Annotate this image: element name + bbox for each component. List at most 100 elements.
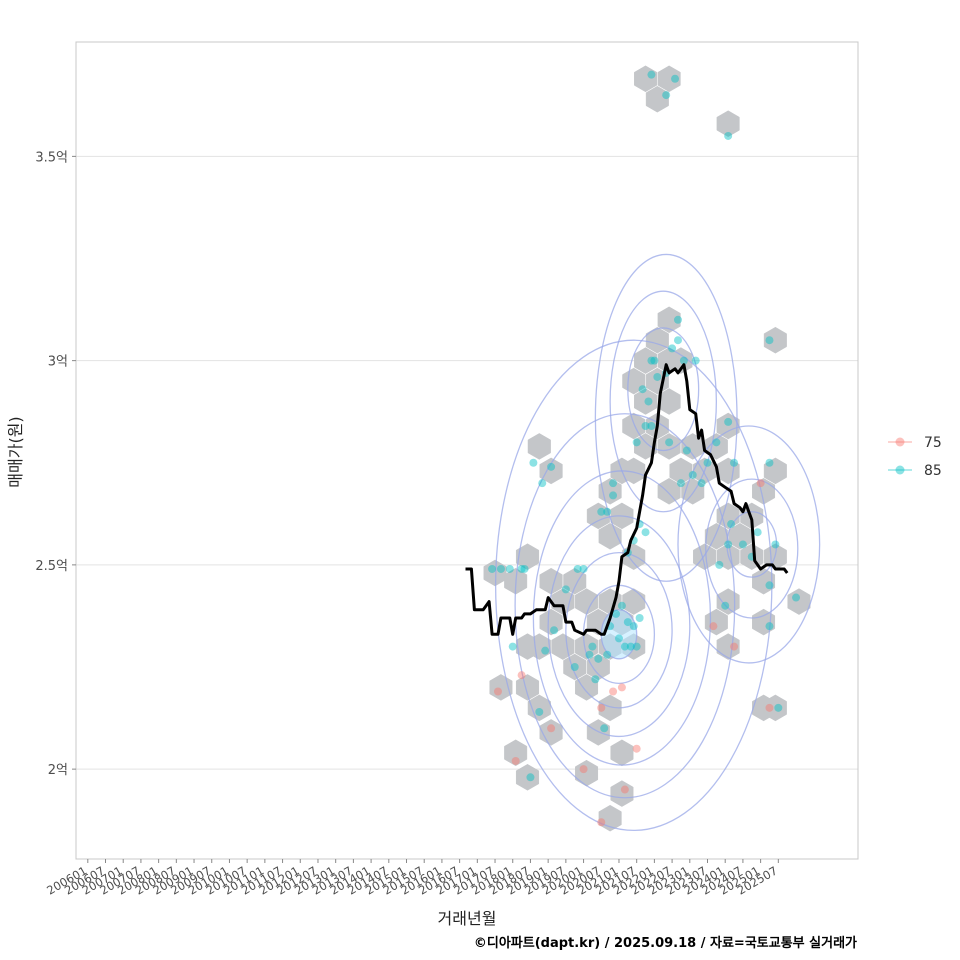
point-series-85	[588, 642, 597, 651]
point-series-75	[547, 724, 556, 733]
hexbin-cell	[634, 65, 658, 93]
hexbin-cell	[515, 674, 540, 701]
point-series-75	[617, 683, 626, 692]
hexbin-cell	[787, 588, 811, 615]
point-series-85	[538, 479, 547, 488]
hexbin-cell	[752, 567, 776, 595]
point-series-85	[626, 642, 635, 651]
hexbin-cell	[657, 478, 681, 505]
point-series-75	[597, 818, 606, 827]
point-series-85	[529, 458, 538, 467]
point-series-85	[561, 585, 570, 594]
point-series-85	[730, 458, 739, 467]
legend-key-marker	[895, 465, 905, 475]
density-contour	[677, 425, 821, 664]
hexbin-cell	[586, 653, 610, 681]
point-series-85	[508, 642, 517, 651]
point-series-85	[676, 479, 685, 488]
point-series-85	[496, 564, 505, 573]
density-contour	[494, 339, 773, 832]
plot-panel-border	[75, 41, 859, 860]
hexbin-cell	[539, 608, 563, 636]
moving-average-path	[465, 363, 789, 636]
point-series-85	[662, 91, 671, 100]
density-contour	[705, 478, 799, 619]
point-series-85	[644, 397, 653, 406]
hexbin-cell	[504, 739, 528, 767]
hexbin-cell	[515, 543, 540, 570]
point-series-85	[600, 724, 609, 733]
moving-average-line	[465, 363, 789, 636]
y-axis-title: 매매가(원)	[6, 416, 25, 487]
hexbin-cell	[657, 306, 681, 334]
point-series-85	[526, 773, 535, 782]
hexbin-cell	[634, 433, 658, 460]
hexbin-cell	[645, 326, 669, 354]
point-series-85	[585, 650, 594, 659]
hexbin-cell	[598, 523, 622, 550]
y-tick-label: 3.5억	[35, 150, 68, 165]
point-series-85	[517, 564, 526, 573]
point-series-85	[668, 344, 677, 353]
point-series-85	[623, 618, 632, 627]
y-axis: 2억 2.5억 3억 3.5억	[35, 150, 76, 778]
point-series-85	[721, 601, 730, 610]
legend-label: 85	[924, 463, 942, 479]
point-series-85	[673, 336, 682, 345]
point-series-75	[620, 785, 629, 794]
hexbin-cell	[669, 457, 693, 485]
point-series-85	[724, 540, 733, 549]
point-series-75	[765, 703, 774, 712]
point-series-85	[647, 421, 656, 430]
hexbin-cell	[575, 674, 599, 701]
point-series-85	[682, 446, 691, 455]
point-series-85	[673, 315, 682, 324]
point-series-75	[511, 756, 520, 765]
point-series-85	[765, 581, 774, 590]
point-series-85	[765, 622, 774, 631]
point-series-85	[629, 622, 638, 631]
point-series-85	[573, 564, 582, 573]
legend-item-85: 85	[888, 463, 942, 479]
density-contour	[594, 253, 738, 582]
point-series-85	[765, 458, 774, 467]
point-series-85	[550, 626, 559, 635]
legend: 75 85	[888, 435, 942, 479]
point-series-85	[691, 356, 700, 365]
point-series-85	[753, 528, 762, 537]
hexbin-cell	[527, 433, 551, 460]
density-contour	[547, 515, 691, 738]
point-series-85	[609, 479, 618, 488]
point-series-85	[609, 491, 618, 500]
point-series-85	[520, 564, 529, 573]
point-series-85	[632, 438, 641, 447]
point-series-85	[570, 663, 579, 672]
source-caption: ©디아파트(dapt.kr) / 2025.09.18 / 자료=국토교통부 실…	[474, 935, 857, 951]
hexbin-cell	[575, 633, 599, 660]
hexbin-cell	[763, 457, 787, 485]
point-series-75	[517, 671, 526, 680]
density-contour	[514, 413, 736, 799]
point-series-85	[697, 479, 706, 488]
hexbin-cell	[610, 739, 634, 767]
y-tick-label: 2.5억	[35, 559, 68, 574]
density-contour	[726, 511, 778, 578]
hexbin-cell	[716, 633, 740, 660]
y-tick-label: 2억	[48, 763, 68, 778]
hexbin-cell	[634, 388, 658, 415]
point-series-85	[671, 74, 680, 83]
point-series-85	[641, 528, 650, 537]
point-series-85	[703, 458, 712, 467]
point-series-85	[597, 507, 606, 516]
hexbin-cell	[763, 326, 787, 354]
point-series-85	[505, 564, 514, 573]
point-series-75	[709, 622, 718, 631]
point-series-85	[638, 385, 647, 394]
hexbin-layer	[483, 65, 811, 832]
hexbin-cell	[716, 110, 740, 137]
hexbin-cell	[515, 764, 540, 791]
hexbin-cell	[586, 502, 610, 530]
density-contour	[609, 290, 718, 513]
hexbin-cell	[563, 653, 587, 681]
